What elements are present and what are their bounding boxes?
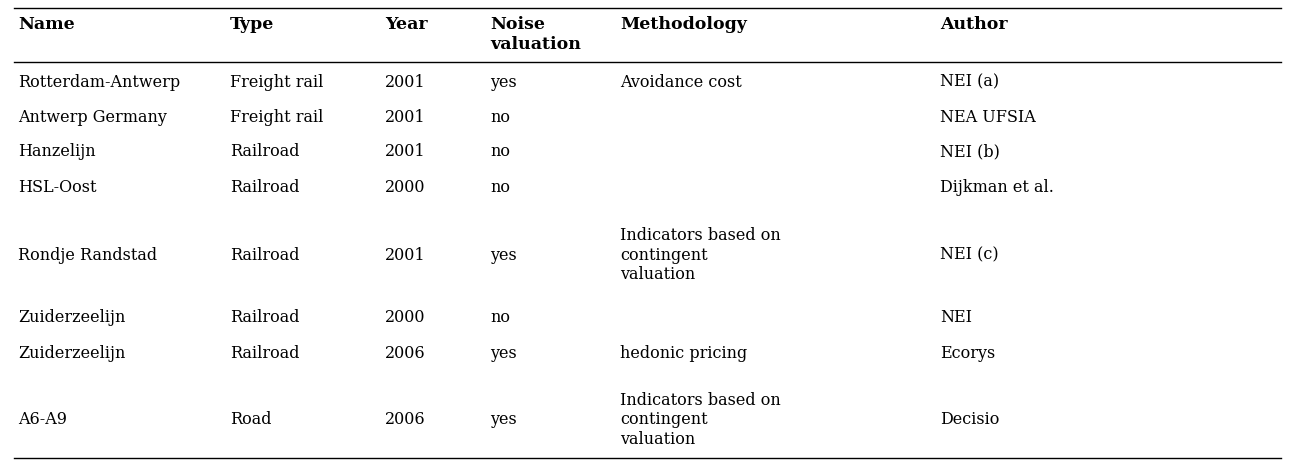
Text: 2000: 2000 <box>385 310 426 327</box>
Text: Zuiderzeelijn: Zuiderzeelijn <box>18 310 126 327</box>
Text: Rondje Randstad: Rondje Randstad <box>18 246 157 264</box>
Text: Dijkman et al.: Dijkman et al. <box>940 179 1054 195</box>
Text: Zuiderzeelijn: Zuiderzeelijn <box>18 345 126 362</box>
Text: Railroad: Railroad <box>231 345 299 362</box>
Text: Antwerp Germany: Antwerp Germany <box>18 109 167 126</box>
Text: Type: Type <box>231 16 275 33</box>
Text: yes: yes <box>490 73 517 91</box>
Text: no: no <box>490 109 510 126</box>
Text: Hanzelijn: Hanzelijn <box>18 144 96 161</box>
Text: 2001: 2001 <box>385 109 426 126</box>
Text: Year: Year <box>385 16 427 33</box>
Text: Railroad: Railroad <box>231 179 299 195</box>
Text: Author: Author <box>940 16 1008 33</box>
Text: Freight rail: Freight rail <box>231 73 324 91</box>
Text: NEA UFSIA: NEA UFSIA <box>940 109 1036 126</box>
Text: Indicators based on
contingent
valuation: Indicators based on contingent valuation <box>620 392 781 448</box>
Text: Avoidance cost: Avoidance cost <box>620 73 742 91</box>
Text: NEI (b): NEI (b) <box>940 144 1000 161</box>
Text: no: no <box>490 179 510 195</box>
Text: A6-A9: A6-A9 <box>18 411 67 428</box>
Text: Railroad: Railroad <box>231 144 299 161</box>
Text: yes: yes <box>490 246 517 264</box>
Text: Ecorys: Ecorys <box>940 345 996 362</box>
Text: Rotterdam-Antwerp: Rotterdam-Antwerp <box>18 73 180 91</box>
Text: 2001: 2001 <box>385 246 426 264</box>
Text: Noise
valuation: Noise valuation <box>490 16 581 53</box>
Text: NEI (a): NEI (a) <box>940 73 1000 91</box>
Text: no: no <box>490 144 510 161</box>
Text: yes: yes <box>490 411 517 428</box>
Text: Indicators based on
contingent
valuation: Indicators based on contingent valuation <box>620 227 781 283</box>
Text: Railroad: Railroad <box>231 246 299 264</box>
Text: 2001: 2001 <box>385 73 426 91</box>
Text: Name: Name <box>18 16 75 33</box>
Text: 2006: 2006 <box>385 345 426 362</box>
Text: 2000: 2000 <box>385 179 426 195</box>
Text: NEI: NEI <box>940 310 973 327</box>
Text: hedonic pricing: hedonic pricing <box>620 345 747 362</box>
Text: Decisio: Decisio <box>940 411 1000 428</box>
Text: no: no <box>490 310 510 327</box>
Text: Railroad: Railroad <box>231 310 299 327</box>
Text: NEI (c): NEI (c) <box>940 246 998 264</box>
Text: 2006: 2006 <box>385 411 426 428</box>
Text: HSL-Oost: HSL-Oost <box>18 179 97 195</box>
Text: 2001: 2001 <box>385 144 426 161</box>
Text: Methodology: Methodology <box>620 16 747 33</box>
Text: Freight rail: Freight rail <box>231 109 324 126</box>
Text: Road: Road <box>231 411 272 428</box>
Text: yes: yes <box>490 345 517 362</box>
